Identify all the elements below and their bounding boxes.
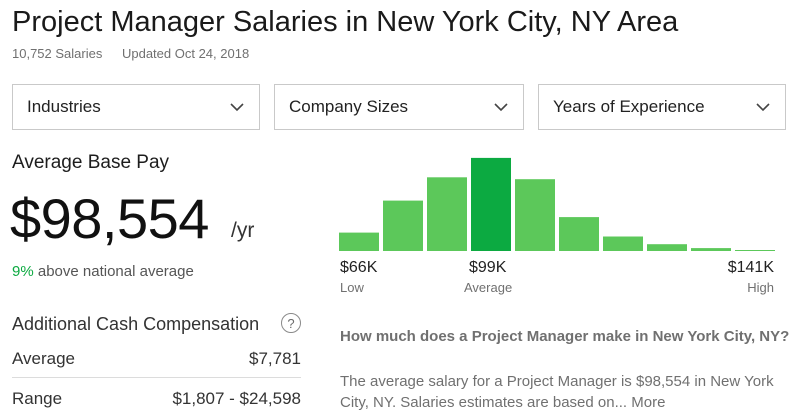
chevron-down-icon	[230, 103, 244, 112]
tick-label-average: Average	[464, 280, 513, 295]
company-sizes-dropdown[interactable]: Company Sizes	[274, 84, 524, 130]
chevron-down-icon	[756, 103, 770, 112]
histogram-bar	[383, 200, 423, 251]
tick-value-high: $141K	[727, 259, 774, 276]
average-base-pay-label: Average Base Pay	[12, 152, 170, 173]
tick-value-low: $66K	[340, 259, 378, 276]
additional-cash-range-row: Range $1,807 - $24,598	[12, 380, 301, 418]
salary-histogram	[339, 157, 775, 251]
tick-label-high: High	[747, 280, 774, 295]
more-link[interactable]: More	[631, 394, 666, 411]
histogram-bar	[735, 250, 775, 251]
histogram-bar	[603, 236, 643, 251]
comparison-text: above national average	[37, 263, 194, 280]
histogram-bar	[427, 177, 467, 251]
page-title: Project Manager Salaries in New York Cit…	[12, 6, 679, 38]
histogram-bar	[515, 179, 555, 251]
comparison-percent: 9%	[12, 263, 34, 280]
national-comparison: 9% above national average	[12, 263, 194, 280]
faq-answer-text: The average salary for a Project Manager…	[340, 373, 774, 411]
years-of-experience-dropdown[interactable]: Years of Experience	[538, 84, 786, 130]
row-value: $7,781	[249, 348, 301, 368]
faq-question: How much does a Project Manager make in …	[340, 328, 790, 345]
updated-date: Updated Oct 24, 2018	[121, 46, 250, 61]
histogram-bar	[339, 232, 379, 251]
row-label: Average	[12, 348, 76, 368]
row-label: Range	[12, 389, 63, 408]
faq-answer: The average salary for a Project Manager…	[340, 371, 790, 413]
average-base-pay-value: $98,554	[10, 187, 209, 250]
histogram-bar	[559, 217, 599, 251]
years-of-experience-dropdown-label: Years of Experience	[553, 97, 705, 116]
tick-label-low: Low	[340, 280, 364, 295]
industries-dropdown-label: Industries	[27, 97, 101, 116]
tick-value-average: $99K	[469, 259, 507, 276]
additional-cash-average-row: Average $7,781	[12, 340, 301, 378]
chevron-down-icon	[494, 103, 508, 112]
row-value: $1,807 - $24,598	[172, 389, 301, 408]
help-icon[interactable]: ?	[281, 313, 301, 333]
company-sizes-dropdown-label: Company Sizes	[289, 97, 409, 116]
additional-cash-title: Additional Cash Compensation	[12, 314, 260, 334]
histogram-bar	[471, 157, 511, 251]
histogram-bar	[647, 244, 687, 251]
salary-count: 10,752 Salaries	[12, 46, 103, 61]
industries-dropdown[interactable]: Industries	[12, 84, 260, 130]
page-meta: 10,752 Salaries Updated Oct 24, 2018	[12, 46, 265, 61]
histogram-bar	[691, 248, 731, 251]
pay-unit: /yr	[231, 219, 255, 242]
